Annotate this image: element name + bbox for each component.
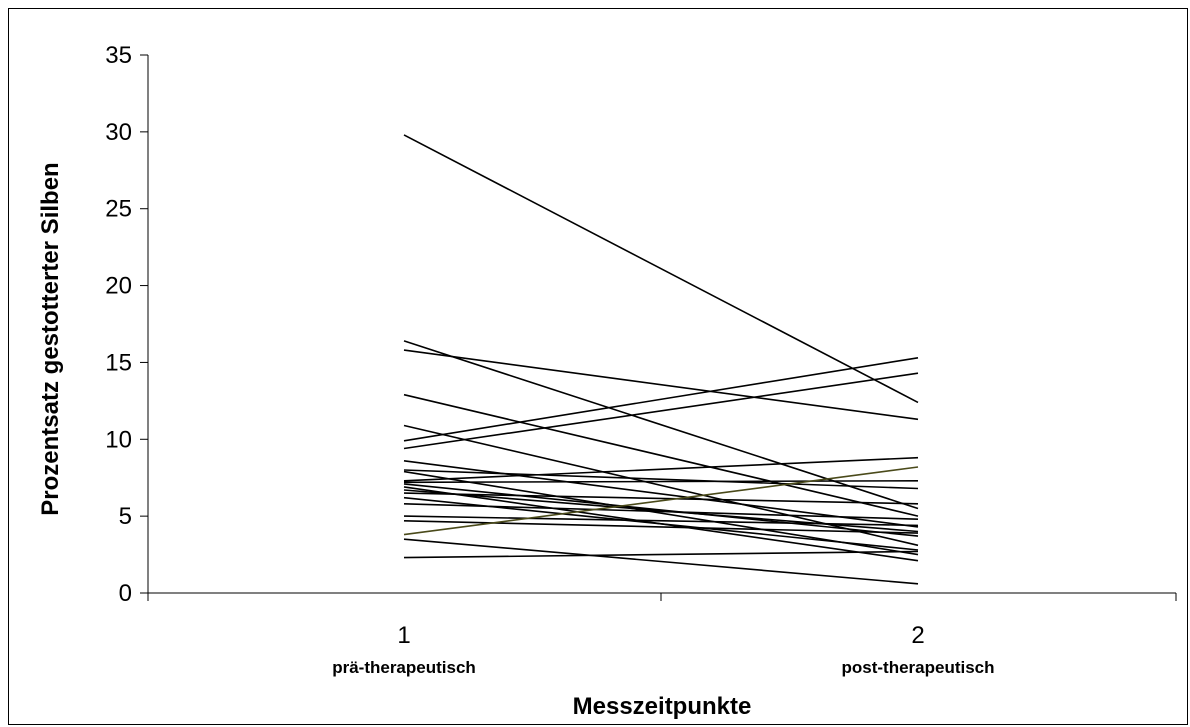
series-line-7 xyxy=(403,372,919,450)
y-tick-label: 5 xyxy=(119,503,132,530)
series-line-22 xyxy=(403,538,919,585)
chart-frame xyxy=(8,8,1188,725)
series-line-19 xyxy=(403,515,919,527)
series-line-12 xyxy=(403,479,919,484)
x-category-sublabel: post-therapeutisch xyxy=(841,658,994,677)
y-axis: 0 5 10 15 20 25 30 35 xyxy=(105,42,149,607)
y-tick-label: 15 xyxy=(105,349,132,376)
y-tick-label: 10 xyxy=(105,426,132,453)
series-line-16 xyxy=(403,492,919,505)
series-line-4 xyxy=(403,393,919,517)
x-axis: 1 prä-therapeutisch 2 post-therapeutisch xyxy=(147,592,1177,677)
y-axis-title: Prozentsatz gestotterter Silben xyxy=(37,162,64,515)
series-line-11 xyxy=(403,456,919,482)
series-layer xyxy=(403,134,919,585)
y-tick-label: 30 xyxy=(105,119,132,146)
series-line-3 xyxy=(403,349,919,421)
x-axis-title: Messzeitpunkte xyxy=(573,693,752,720)
x-category-sublabel: prä-therapeutisch xyxy=(332,658,476,677)
series-line-1 xyxy=(403,134,919,404)
y-tick-label: 35 xyxy=(105,42,132,69)
series-line-23 xyxy=(403,550,919,559)
series-line-6 xyxy=(403,357,919,442)
x-tick-label: 1 xyxy=(397,622,410,649)
y-tick-label: 0 xyxy=(119,580,132,607)
series-line-21 xyxy=(403,466,919,536)
y-tick-label: 20 xyxy=(105,273,132,300)
y-tick-label: 25 xyxy=(105,196,132,223)
x-tick-label: 2 xyxy=(911,622,924,649)
series-line-18 xyxy=(403,503,919,520)
series-line-9 xyxy=(403,469,919,490)
